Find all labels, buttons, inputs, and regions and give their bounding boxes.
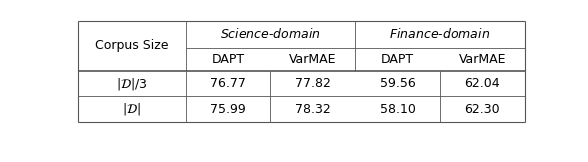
Text: DAPT: DAPT — [212, 53, 245, 66]
Text: 59.56: 59.56 — [380, 77, 415, 90]
Text: 62.30: 62.30 — [465, 103, 500, 116]
Text: $|\mathcal{D}|/3$: $|\mathcal{D}|/3$ — [116, 76, 148, 92]
Text: $\mathit{Science}$-$\mathit{domain}$: $\mathit{Science}$-$\mathit{domain}$ — [220, 27, 321, 41]
Text: VarMAE: VarMAE — [459, 53, 506, 66]
Text: $|\mathcal{D}|$: $|\mathcal{D}|$ — [122, 101, 141, 117]
Text: 75.99: 75.99 — [210, 103, 246, 116]
Text: VarMAE: VarMAE — [289, 53, 336, 66]
Text: 62.04: 62.04 — [465, 77, 500, 90]
Text: DAPT: DAPT — [381, 53, 414, 66]
Text: 78.32: 78.32 — [295, 103, 330, 116]
Text: 76.77: 76.77 — [210, 77, 246, 90]
Text: 77.82: 77.82 — [295, 77, 330, 90]
Text: $\mathit{Finance}$-$\mathit{domain}$: $\mathit{Finance}$-$\mathit{domain}$ — [389, 27, 490, 41]
Text: Corpus Size: Corpus Size — [95, 40, 169, 52]
Text: 58.10: 58.10 — [380, 103, 416, 116]
